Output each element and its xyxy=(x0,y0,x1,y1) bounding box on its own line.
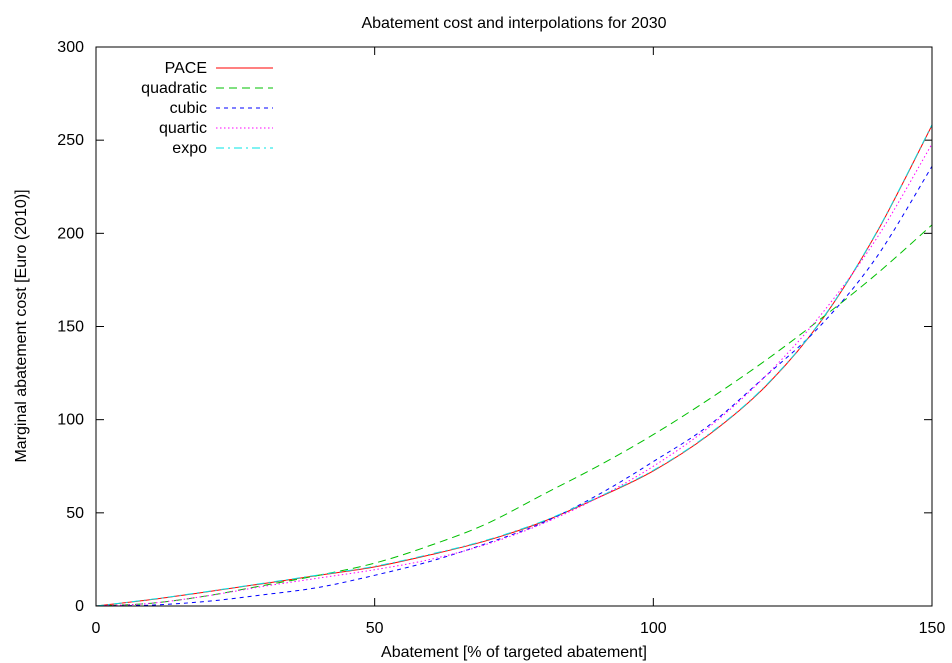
tick-labels: 0 50 100 150 0 50 100 150 200 250 300 xyxy=(57,39,945,637)
series-line-cubic xyxy=(95,166,933,607)
series-line-quadratic xyxy=(95,224,933,607)
series-line-quartic xyxy=(95,143,933,607)
plot-frame xyxy=(95,46,933,607)
x-tick-label: 0 xyxy=(92,620,101,637)
y-tick-label: 250 xyxy=(57,132,84,149)
x-tick-label: 100 xyxy=(640,620,667,637)
y-tick-label: 100 xyxy=(57,412,84,429)
chart-title: Abatement cost and interpolations for 20… xyxy=(361,15,666,32)
legend-label-expo: expo xyxy=(172,140,207,157)
x-tick-label: 50 xyxy=(366,620,384,637)
x-tick-label: 150 xyxy=(919,620,946,637)
y-tick-label: 300 xyxy=(57,39,84,56)
legend-label-quadratic: quadratic xyxy=(141,80,207,97)
y-tick-label: 150 xyxy=(57,319,84,336)
y-tick-label: 50 xyxy=(66,505,84,522)
y-tick-label: 200 xyxy=(57,225,84,242)
x-axis-title: Abatement [% of targeted abatement] xyxy=(381,644,647,661)
legend: PACE quadratic cubic quartic expo xyxy=(141,60,273,157)
series-line-expo xyxy=(95,124,933,607)
legend-label-cubic: cubic xyxy=(170,100,207,117)
legend-label-quartic: quartic xyxy=(159,120,207,137)
series-layer xyxy=(95,124,933,607)
y-tick-label: 0 xyxy=(75,598,84,615)
y-axis-title: Marginal abatement cost [Euro (2010)] xyxy=(13,189,30,462)
legend-label-pace: PACE xyxy=(165,60,207,77)
